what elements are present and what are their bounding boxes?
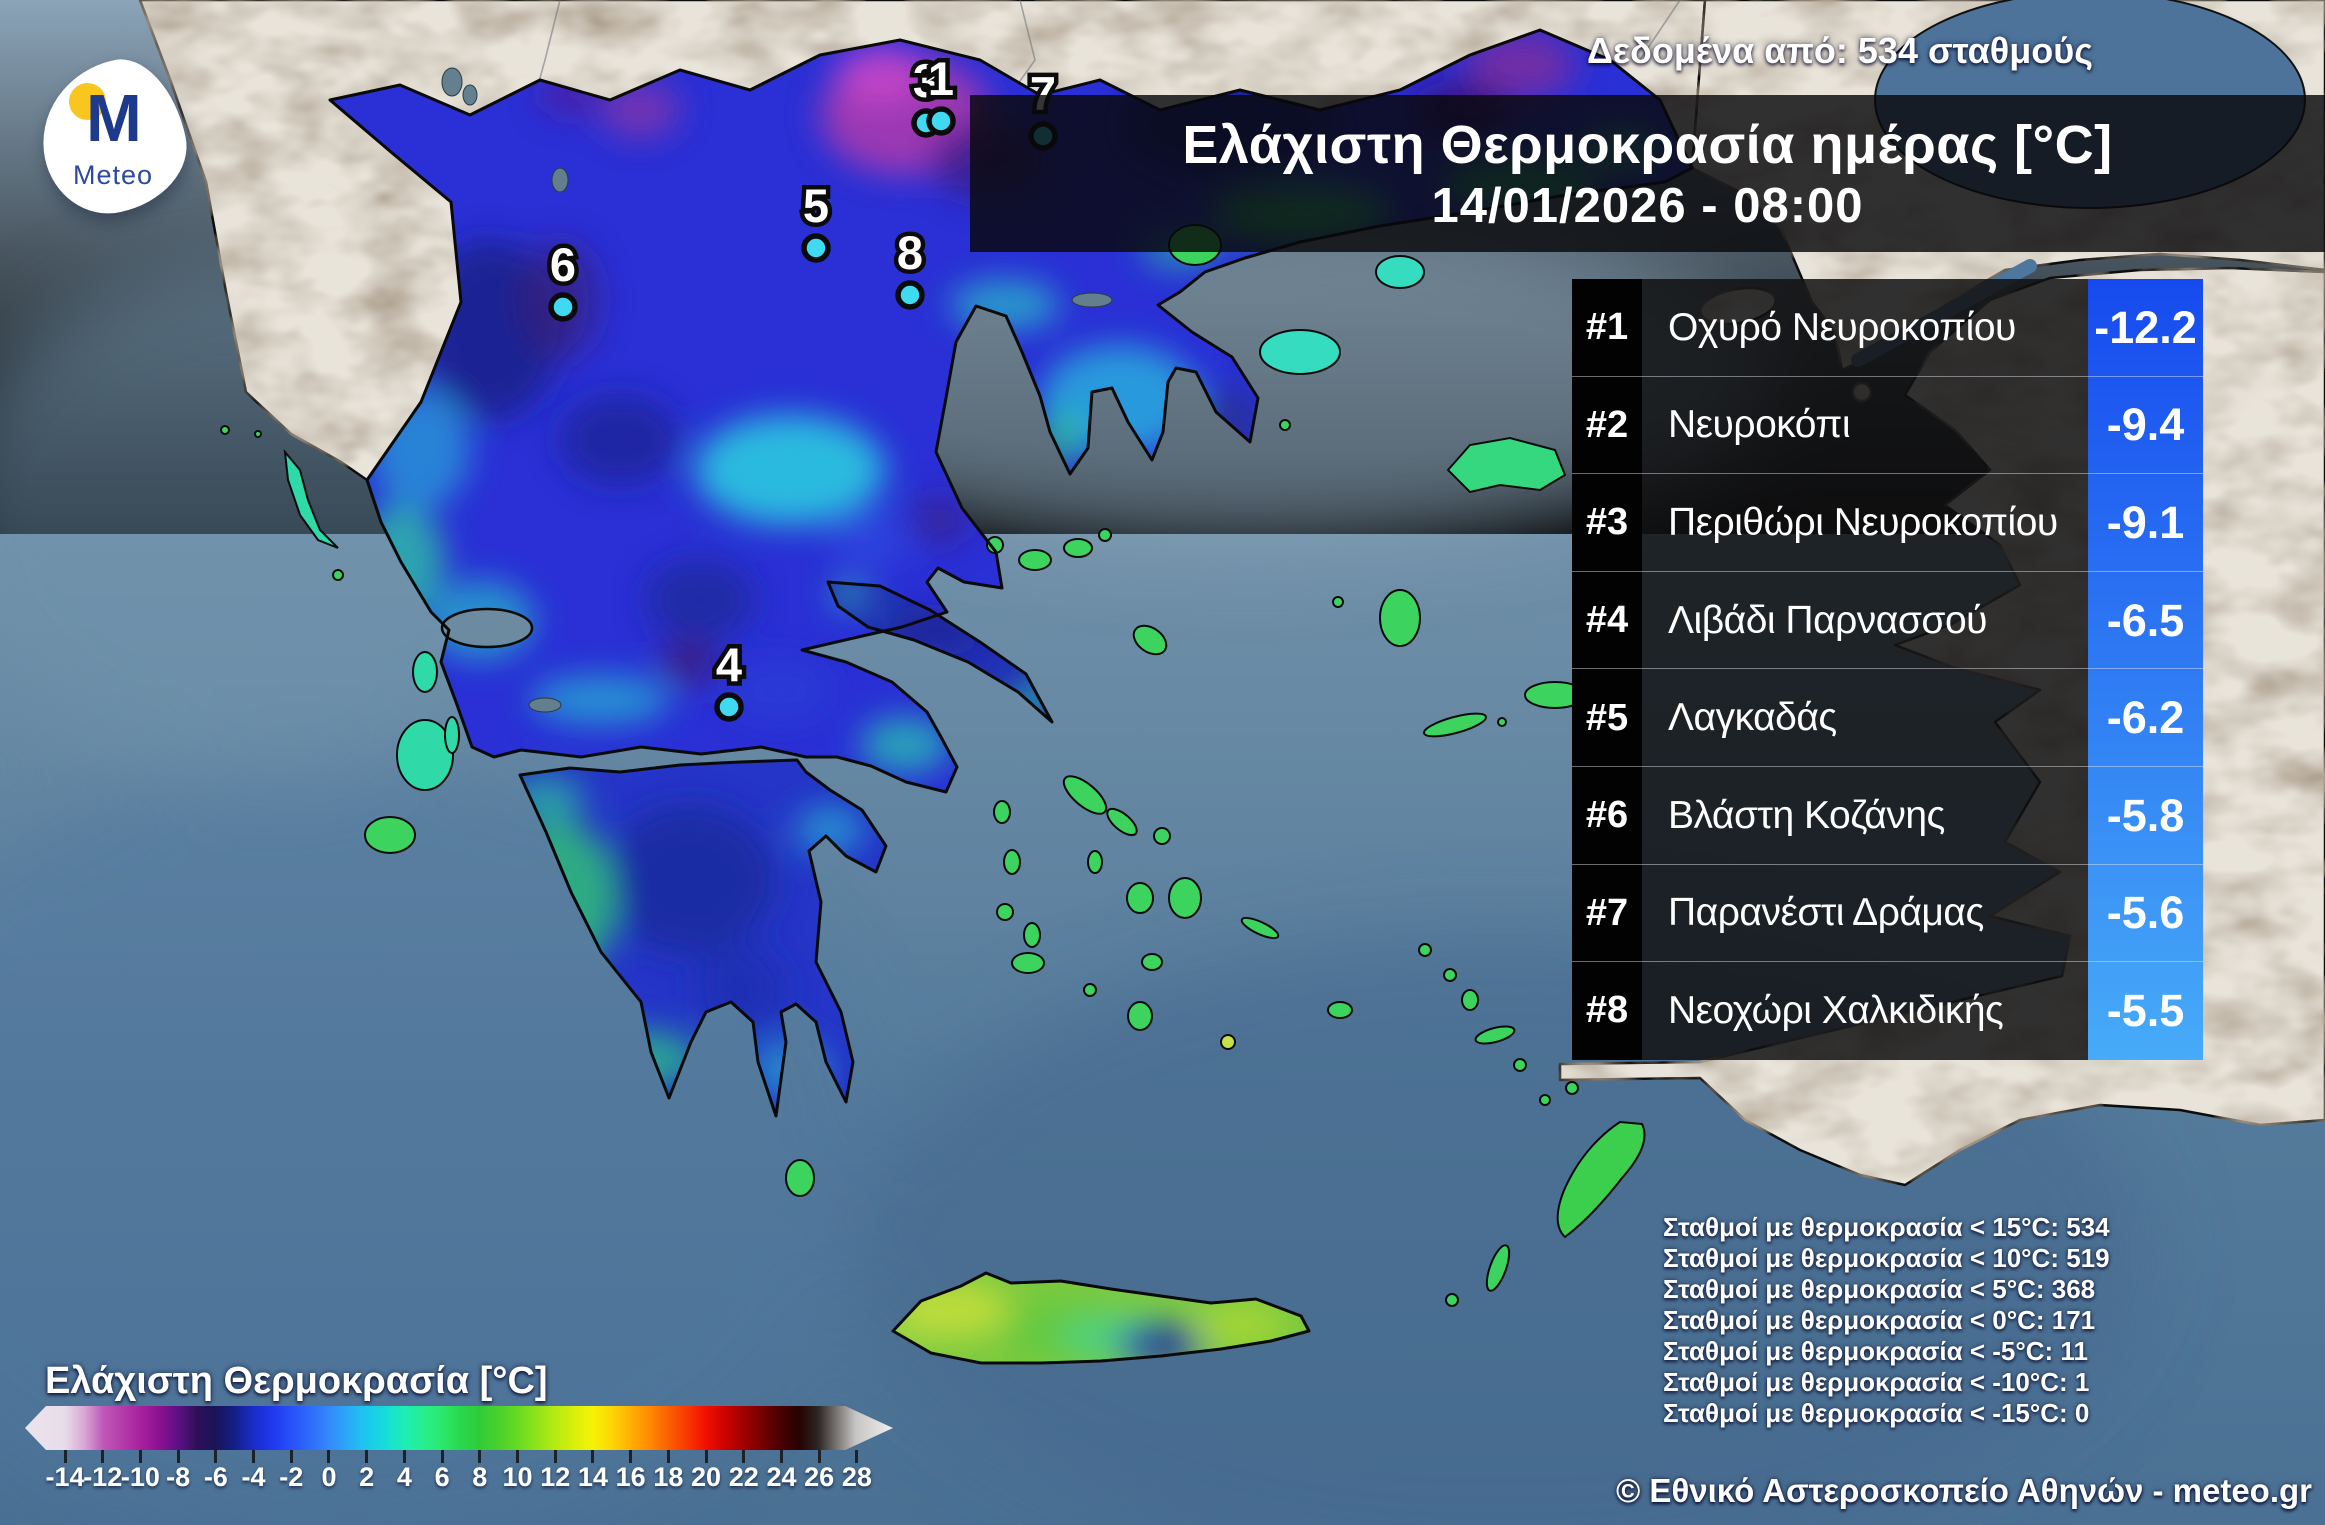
- island-santorini: [1127, 1001, 1153, 1031]
- temperature-cell: -9.1: [2106, 496, 2185, 548]
- island-corfu: [283, 448, 339, 549]
- station-name-cell: Οχυρό Νευροκοπίου: [1642, 279, 2088, 377]
- temperature-cell: -6.5: [2106, 594, 2185, 646]
- stat-line: Σταθμοί με θερμοκρασία < 0°C: 171: [1663, 1305, 2096, 1335]
- map-title: Ελάχιστη Θερμοκρασία ημέρας [°C]: [1182, 114, 2113, 175]
- stat-line: Σταθμοί με θερμοκρασία < 15°C: 534: [1663, 1212, 2110, 1242]
- station-marker-label: 4: [716, 638, 742, 691]
- station-name-cell: Βλάστη Κοζάνης: [1642, 767, 2088, 865]
- island-paros: [1126, 882, 1154, 914]
- island-rhodes: [1556, 1120, 1646, 1239]
- map-datetime: 14/01/2026 - 08:00: [1431, 178, 1864, 233]
- island-kythira: [785, 1159, 815, 1197]
- station-name-cell: Περιθώρι Νευροκοπίου: [1642, 474, 2088, 572]
- island-milos: [1011, 952, 1045, 974]
- table-row: #1 Οχυρό Νευροκοπίου -12.2: [1572, 279, 2203, 377]
- copyright-note: © Εθνικό Αστεροσκοπείο Αθηνών - meteo.gr: [1615, 1472, 2312, 1509]
- stat-line: Σταθμοί με θερμοκρασία < 10°C: 519: [1663, 1243, 2110, 1273]
- table-row: #8 Νεοχώρι Χαλκιδικής -5.5: [1572, 961, 2203, 1060]
- station-name-cell: Νεοχώρι Χαλκιδικής: [1642, 962, 2088, 1060]
- coldest-stations-table: #1 Οχυρό Νευροκοπίου -12.2 #2 Νευροκόπι …: [1572, 279, 2203, 1060]
- station-marker-label: 5: [803, 179, 829, 232]
- island-samothrace: [1375, 255, 1425, 289]
- logo-brand-text: Meteo: [72, 160, 154, 190]
- island-zakynthos: [364, 816, 416, 854]
- rank-cell: #3: [1572, 474, 1642, 572]
- temperature-cell: -5.6: [2106, 887, 2185, 939]
- island-lesbos: [1446, 436, 1567, 494]
- island-kefalonia: [396, 719, 454, 791]
- stat-line: Σταθμοί με θερμοκρασία < -10°C: 1: [1663, 1367, 2090, 1397]
- station-marker-label: 6: [550, 238, 576, 291]
- station-name-cell: Λιβάδι Παρνασσού: [1642, 571, 2088, 670]
- legend-title: Ελάχιστη Θερμοκρασία [°C]: [45, 1360, 548, 1402]
- island-skyros: [1132, 624, 1168, 656]
- rank-cell: #1: [1572, 279, 1642, 377]
- station-name-cell: Λαγκαδάς: [1642, 669, 2088, 767]
- logo-sun-icon: [69, 83, 106, 120]
- stat-line: Σταθμοί με θερμοκρασία < -15°C: 0: [1663, 1398, 2090, 1428]
- rank-cell: #2: [1572, 376, 1642, 475]
- station-name-cell: Παρανέστι Δράμας: [1642, 864, 2088, 963]
- island-andros: [1062, 775, 1108, 815]
- island-chios: [1379, 589, 1421, 647]
- table-row: #2 Νευροκόπι -9.4: [1572, 375, 2203, 475]
- island-lefkada: [412, 651, 438, 693]
- table-row: #4 Λιβάδι Παρνασσού -6.5: [1572, 570, 2203, 670]
- station-marker-dot: [801, 233, 831, 263]
- rank-cell: #6: [1572, 767, 1642, 865]
- amvrakikos-gulf: [440, 607, 534, 649]
- island-ikaria: [1423, 712, 1487, 738]
- station-marker-dot: [714, 692, 744, 722]
- greek-islands: [220, 224, 1646, 1307]
- table-row: #7 Παρανέστι Δράμας -5.6: [1572, 863, 2203, 963]
- stations-count-note: Δεδομένα από: 534 σταθμούς: [1587, 30, 2093, 71]
- island-anafi: [1220, 1034, 1236, 1050]
- station-marker-label: 1: [928, 52, 954, 105]
- temperature-colorbar: [25, 1406, 893, 1450]
- station-marker-dot: [895, 280, 925, 310]
- temperature-cell: -12.2: [2094, 301, 2197, 353]
- temperature-cell: -5.5: [2106, 984, 2185, 1036]
- temperature-cell: -6.2: [2106, 692, 2185, 744]
- island-kos: [1474, 1025, 1516, 1045]
- stat-line: Σταθμοί με θερμοκρασία < -5°C: 11: [1663, 1336, 2088, 1366]
- temperature-column-background: [2088, 279, 2203, 1060]
- rank-cell: #4: [1572, 571, 1642, 670]
- temperature-cell: -9.4: [2106, 399, 2185, 451]
- stat-line: Σταθμοί με θερμοκρασία < 5°C: 368: [1663, 1274, 2096, 1304]
- table-row: #6 Βλάστη Κοζάνης -5.8: [1572, 766, 2203, 865]
- island-naxos: [1168, 877, 1202, 919]
- island-symi: [1565, 1081, 1579, 1095]
- logo-m-letter: M: [86, 81, 142, 156]
- table-row: #3 Περιθώρι Νευροκοπίου -9.1: [1572, 473, 2203, 572]
- station-name-cell: Νευροκόπι: [1642, 376, 2088, 475]
- station-marker-dot: [926, 106, 956, 136]
- station-marker-label: 8: [897, 226, 923, 279]
- meteo-logo: M Meteo: [27, 48, 199, 226]
- rank-cell: #8: [1572, 962, 1642, 1060]
- station-threshold-stats: Σταθμοί με θερμοκρασία < 15°C: 534 Σταθμ…: [1663, 1212, 2110, 1429]
- island-limnos: [1259, 329, 1341, 375]
- lakes: [441, 67, 1113, 713]
- temperature-cell: -5.8: [2106, 789, 2185, 841]
- island-karpathos: [1485, 1244, 1511, 1292]
- rank-cell: #5: [1572, 669, 1642, 767]
- title-band: Ελάχιστη Θερμοκρασία ημέρας [°C] 14/01/2…: [970, 95, 2325, 252]
- rank-cell: #7: [1572, 864, 1642, 963]
- station-marker-label: 3: [913, 54, 939, 107]
- station-marker-dot: [548, 292, 578, 322]
- table-row: #5 Λαγκαδάς -6.2: [1572, 668, 2203, 767]
